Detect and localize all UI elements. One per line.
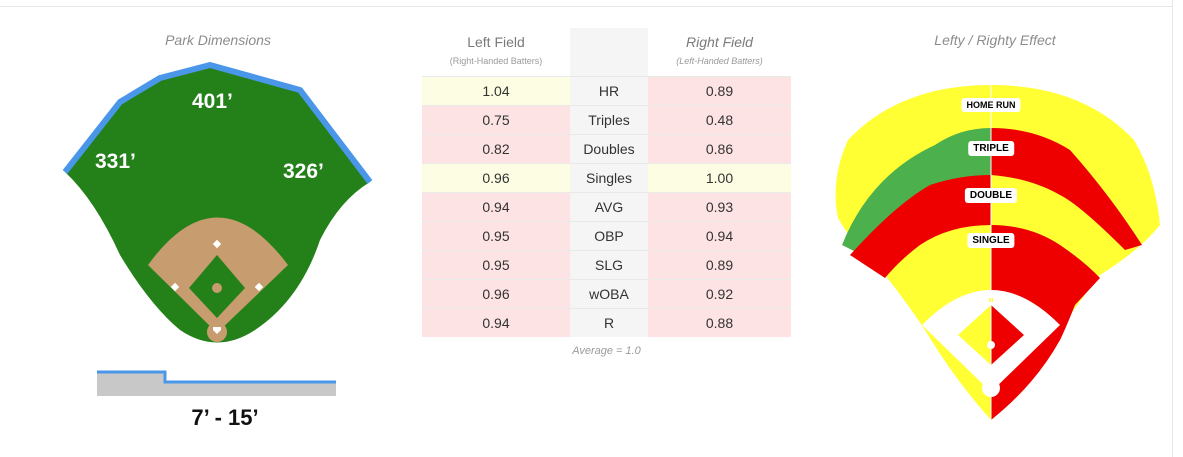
- outfield-grass: [65, 65, 370, 343]
- left-field-value: 0.96: [422, 164, 570, 192]
- table-row: 0.94 AVG 0.93: [422, 192, 791, 221]
- home-plate: [213, 327, 221, 334]
- table-row: 0.95 SLG 0.89: [422, 250, 791, 279]
- park-factors-table: Left Field (Right-Handed Batters) Right …: [422, 28, 791, 337]
- right-field-header: Right Field (Left-Handed Batters): [648, 28, 791, 76]
- table-row: 0.96 wOBA 0.92: [422, 279, 791, 308]
- right-field-value: 0.48: [648, 106, 791, 134]
- table-row: 0.75 Triples 0.48: [422, 105, 791, 134]
- left-field-value: 0.82: [422, 135, 570, 163]
- top-divider: [0, 6, 1172, 7]
- center-field-distance: 401’: [192, 90, 233, 113]
- left-field-value: 0.94: [422, 309, 570, 337]
- left-field-value: 0.96: [422, 280, 570, 308]
- stat-name: SLG: [570, 251, 648, 279]
- left-field-value: 0.94: [422, 193, 570, 221]
- right-field-value: 0.89: [648, 251, 791, 279]
- table-row: 1.04 HR 0.89: [422, 76, 791, 105]
- right-field-value: 0.94: [648, 222, 791, 250]
- left-field-value: 1.04: [422, 77, 570, 105]
- wall-profile: [97, 372, 336, 396]
- third-base: [170, 282, 180, 292]
- stat-name: Triples: [570, 106, 648, 134]
- triple-label: TRIPLE: [968, 141, 1014, 156]
- double-label: DOUBLE: [964, 188, 1018, 203]
- home-run-label: HOME RUN: [961, 98, 1021, 112]
- stat-name: OBP: [570, 222, 648, 250]
- table-body: 1.04 HR 0.89 0.75 Triples 0.48 0.82 Doubles 0.86…: [422, 76, 791, 337]
- left-field-header-title: Left Field: [467, 34, 525, 50]
- single-label: SINGLE: [967, 233, 1015, 248]
- table-row: 0.96 Singles 1.00: [422, 163, 791, 192]
- first-base: [254, 282, 264, 292]
- right-field-header-title: Right Field: [686, 34, 753, 50]
- outfield-wall-line: [62, 62, 373, 184]
- table-row: 0.94 R 0.88: [422, 308, 791, 337]
- left-field-header-subtitle: (Right-Handed Batters): [449, 56, 543, 66]
- stat-name: Doubles: [570, 135, 648, 163]
- left-double-zone: [850, 175, 991, 278]
- left-field-header: Left Field (Right-Handed Batters): [422, 28, 570, 76]
- right-field-header-subtitle: (Left-Handed Batters): [676, 56, 763, 66]
- stat-header: [570, 28, 648, 76]
- park-dimensions-title: Park Dimensions: [165, 32, 271, 48]
- stat-name: Singles: [570, 164, 648, 192]
- table-row: 0.82 Doubles 0.86: [422, 134, 791, 163]
- right-field-value: 0.88: [648, 309, 791, 337]
- lefty-righty-effect-title: Lefty / Righty Effect: [934, 32, 1056, 48]
- effect-third-base: [946, 339, 955, 348]
- table-header: Left Field (Right-Handed Batters) Right …: [422, 28, 791, 76]
- stat-name: R: [570, 309, 648, 337]
- second-base: [212, 239, 222, 249]
- wall-height-diagram: [97, 370, 336, 396]
- right-triple-zone: [991, 128, 1142, 250]
- ballpark-diagram: [62, 62, 373, 343]
- table-row: 0.95 OBP 0.94: [422, 221, 791, 250]
- left-field-value: 0.95: [422, 222, 570, 250]
- stat-name: wOBA: [570, 280, 648, 308]
- average-note: Average = 1.0: [572, 345, 641, 357]
- right-field-value: 0.89: [648, 77, 791, 105]
- right-divider: [1172, 0, 1173, 457]
- right-field-distance: 326’: [283, 160, 324, 183]
- right-field-value: 0.93: [648, 193, 791, 221]
- left-field-distance: 331’: [95, 150, 136, 173]
- left-field-value: 0.95: [422, 251, 570, 279]
- effect-infield-right-diamond: [991, 305, 1024, 365]
- right-field-value: 0.86: [648, 135, 791, 163]
- stat-name: HR: [570, 77, 648, 105]
- lefty-righty-effect-diagram: [835, 85, 1160, 420]
- wall-top-line: [97, 370, 336, 384]
- effect-infield-left-diamond: [958, 305, 991, 365]
- left-triple-zone: [842, 128, 991, 255]
- left-field-value: 0.75: [422, 106, 570, 134]
- right-field-value: 0.92: [648, 280, 791, 308]
- pitchers-mound: [212, 283, 222, 293]
- wall-height-label: 7’ - 15’: [191, 405, 259, 430]
- stat-name: AVG: [570, 193, 648, 221]
- right-field-value: 1.00: [648, 164, 791, 192]
